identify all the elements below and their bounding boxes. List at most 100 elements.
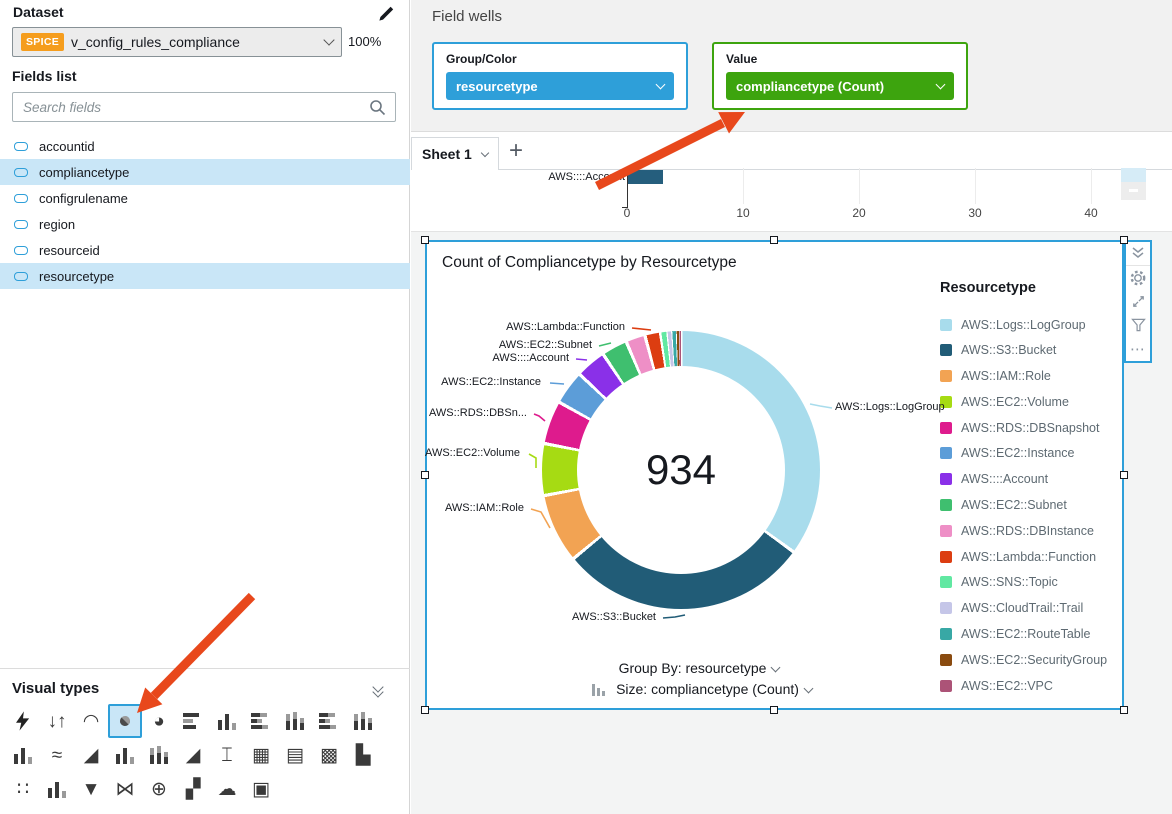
collapse-visual-types-icon[interactable]	[370, 681, 388, 698]
settings-gear-icon[interactable]	[1126, 266, 1150, 290]
slice-label-AWS::Logs::LogGroup: AWS::Logs::LogGroup	[835, 401, 945, 413]
field-item-resourcetype[interactable]: resourcetype	[0, 263, 410, 289]
visual-type-heat-map[interactable]: ▩	[320, 744, 338, 766]
legend-item-AWS::EC2::VPC[interactable]: AWS::EC2::VPC	[940, 679, 1122, 693]
resize-handle-bottom-right[interactable]	[1120, 706, 1128, 714]
maximize-icon[interactable]	[1126, 290, 1150, 314]
visual-type-vertical-stacked-bar-chart[interactable]	[278, 704, 312, 738]
visual-type-donut-chart[interactable]	[108, 704, 142, 738]
visual-type-horizontal-stacked-bar-chart[interactable]	[244, 704, 278, 738]
field-wells-title: Field wells	[432, 8, 503, 25]
legend-item-AWS::EC2::Volume[interactable]: AWS::EC2::Volume	[940, 395, 1122, 409]
visual-type-horizontal-bar-chart[interactable]	[176, 704, 210, 738]
menu-ellipsis-icon[interactable]: ⋯	[1130, 341, 1146, 359]
visual-type-box-plot[interactable]: ⌶	[221, 744, 233, 766]
visual-type-auto-graph[interactable]	[6, 704, 40, 738]
slice-label-AWS::S3::Bucket: AWS::S3::Bucket	[572, 611, 656, 623]
dataset-selector[interactable]: SPICE v_config_rules_compliance	[12, 27, 342, 57]
resize-handle-left-mid[interactable]	[421, 471, 429, 479]
resize-handle-bottom-left[interactable]	[421, 706, 429, 714]
visual-type-horizontal-stacked-100-bar-chart[interactable]	[312, 704, 346, 738]
legend-item-AWS::Lambda::Function[interactable]: AWS::Lambda::Function	[940, 550, 1122, 564]
visual-type-vertical-stacked-100-bar-chart[interactable]	[346, 704, 380, 738]
visual-type-kpi[interactable]: ↓↑	[47, 710, 67, 732]
slice-label-AWS::EC2::Instance: AWS::EC2::Instance	[441, 376, 541, 388]
legend-item-AWS::IAM::Role[interactable]: AWS::IAM::Role	[940, 369, 1122, 383]
group-color-field-pill[interactable]: resourcetype	[446, 72, 674, 100]
visual-type-histogram[interactable]	[40, 772, 74, 806]
visual-type-vertical-bar-chart[interactable]	[210, 704, 244, 738]
field-item-accountid[interactable]: accountid	[0, 133, 410, 159]
bar-chart-visual-partial[interactable]: AWS::::Account 0 10 20 30 40	[411, 168, 1172, 232]
visual-type-waterfall-chart[interactable]	[6, 738, 40, 772]
dimension-field-icon	[14, 245, 28, 255]
x-axis-tick: 20	[852, 206, 866, 220]
legend-item-AWS::EC2::SecurityGroup[interactable]: AWS::EC2::SecurityGroup	[940, 653, 1122, 667]
legend-item-AWS::SNS::Topic[interactable]: AWS::SNS::Topic	[940, 575, 1122, 589]
field-item-region[interactable]: region	[0, 211, 410, 237]
dimension-field-icon	[14, 141, 28, 151]
collapse-menu-icon[interactable]	[1126, 242, 1150, 266]
legend-swatch	[940, 628, 952, 641]
tab-sheet-1[interactable]: Sheet 1	[411, 137, 499, 170]
bar-category-label: AWS::::Account	[548, 171, 625, 183]
legend-item-AWS::S3::Bucket[interactable]: AWS::S3::Bucket	[940, 343, 1122, 357]
legend-item-AWS::::Account[interactable]: AWS::::Account	[940, 472, 1122, 486]
legend-item-AWS::EC2::RouteTable[interactable]: AWS::EC2::RouteTable	[940, 627, 1122, 641]
visual-type-area-line-chart[interactable]: ◢	[83, 744, 99, 766]
field-item-resourceid[interactable]: resourceid	[0, 237, 410, 263]
size-control[interactable]: Size: compliancetype (Count)	[522, 681, 882, 697]
visual-type-insights[interactable]: ▣	[252, 778, 270, 800]
x-axis-tick: 30	[968, 206, 982, 220]
legend-item-AWS::CloudTrail::Trail[interactable]: AWS::CloudTrail::Trail	[940, 601, 1122, 615]
resize-handle-bottom-mid[interactable]	[770, 706, 778, 714]
donut-chart[interactable]: 934	[542, 331, 820, 609]
visual-type-scatter-plot[interactable]: ∷	[16, 778, 30, 800]
field-item-configrulename[interactable]: configrulename	[0, 185, 410, 211]
legend-item-AWS::RDS::DBSnapshot[interactable]: AWS::RDS::DBSnapshot	[940, 421, 1122, 435]
visual-types-grid: ↓↑ ◠ ◕ ≈ ◢ ◢ ⌶ ▦ ▤ ▩ ▙ ∷ ▼ ⋈ ⊕ ▞ ☁ ▣	[6, 704, 386, 806]
search-input[interactable]	[13, 99, 369, 115]
slice-label-AWS::RDS::DBSnapshot: AWS::RDS::DBSn...	[428, 407, 527, 419]
donut-chart-visual[interactable]: Count of Compliancetype by Resourcetype …	[425, 240, 1124, 710]
visual-type-tree-map[interactable]: ▙	[355, 744, 371, 766]
legend-item-AWS::RDS::DBInstance[interactable]: AWS::RDS::DBInstance	[940, 524, 1122, 538]
legend-item-AWS::EC2::Instance[interactable]: AWS::EC2::Instance	[940, 446, 1122, 460]
field-item-compliancetype[interactable]: compliancetype	[0, 159, 410, 185]
group-by-control[interactable]: Group By: resourcetype	[539, 660, 859, 676]
bar-account[interactable]	[628, 170, 663, 184]
legend-item-AWS::EC2::Subnet[interactable]: AWS::EC2::Subnet	[940, 498, 1122, 512]
visual-type-pie-chart[interactable]: ◕	[153, 710, 165, 732]
visual-type-gauge-chart[interactable]: ◠	[82, 710, 100, 732]
scrollbar-segment[interactable]	[1121, 168, 1146, 182]
legend-swatch	[940, 395, 952, 408]
value-field-pill[interactable]: compliancetype (Count)	[726, 72, 954, 100]
add-sheet-button[interactable]: +	[509, 137, 524, 164]
legend-swatch	[940, 344, 952, 357]
resize-handle-top-right[interactable]	[1120, 236, 1128, 244]
slice-label-AWS::EC2::Volume: AWS::EC2::Volume	[425, 447, 520, 459]
resize-handle-top-mid[interactable]	[770, 236, 778, 244]
visual-type-combo-stacked-bar-line-chart[interactable]	[142, 738, 176, 772]
visual-types-title: Visual types	[12, 680, 100, 697]
legend-swatch	[940, 370, 952, 383]
visual-type-line-chart[interactable]: ≈	[51, 744, 63, 766]
filter-funnel-icon[interactable]	[1126, 313, 1150, 337]
visual-type-pivot-table[interactable]: ▦	[252, 744, 270, 766]
value-well-label: Value	[726, 52, 758, 66]
chevron-down-icon	[655, 79, 666, 89]
legend-item-AWS::Logs::LogGroup[interactable]: AWS::Logs::LogGroup	[940, 318, 1122, 332]
visual-type-combo-clustered-bar-line-chart[interactable]	[108, 738, 142, 772]
visual-type-stacked-area-chart[interactable]: ◢	[185, 744, 201, 766]
visual-type-word-cloud[interactable]: ☁	[217, 778, 237, 800]
resize-handle-top-left[interactable]	[421, 236, 429, 244]
visual-type-filled-map[interactable]: ▞	[185, 778, 201, 800]
slice-label-AWS::EC2::Subnet: AWS::EC2::Subnet	[498, 339, 592, 351]
edit-dataset-pencil-icon[interactable]	[376, 4, 396, 24]
visual-type-points-on-map[interactable]: ⊕	[151, 778, 167, 800]
resize-handle-right-mid[interactable]	[1120, 471, 1128, 479]
visual-type-table[interactable]: ▤	[286, 744, 304, 766]
visual-type-funnel-chart[interactable]: ▼	[81, 778, 101, 800]
visual-type-sankey-diagram[interactable]: ⋈	[115, 778, 135, 800]
axis-tick-mark	[622, 207, 628, 208]
